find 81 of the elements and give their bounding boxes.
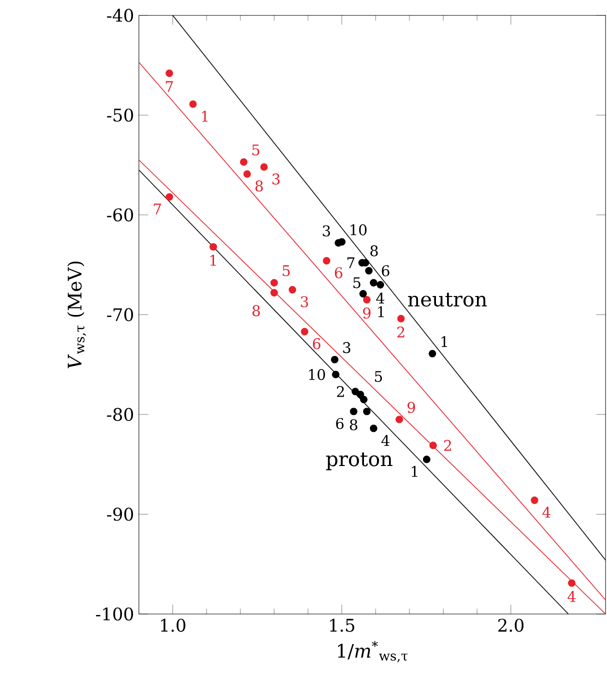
annotation: 1 — [412, 466, 418, 477]
annotation: 3 — [343, 342, 350, 354]
y-tick-label: -90 — [107, 508, 134, 521]
annotation: 3 — [272, 173, 280, 185]
point — [365, 267, 373, 275]
point — [322, 257, 330, 265]
y-tick-label: -40 — [107, 8, 134, 22]
annotation: 6 — [312, 338, 320, 350]
point — [370, 424, 378, 432]
annotation: 4 — [381, 434, 390, 446]
annotation: 2 — [397, 326, 404, 338]
point — [356, 390, 364, 398]
point — [288, 286, 296, 294]
annotation: 1 — [210, 254, 216, 266]
annotation: 1 — [442, 336, 448, 348]
y-axis-title: V$_{ws,τ}$ (MeV) — [67, 262, 86, 368]
point — [568, 579, 576, 587]
annotation: 4 — [376, 292, 384, 304]
annotation: 8 — [370, 245, 378, 256]
annotation: 10 — [309, 369, 326, 380]
x-tick-label: 1.5 — [330, 618, 354, 632]
x-tick-label: 1.0 — [161, 618, 186, 632]
annotation: 4 — [568, 590, 576, 602]
annotation: 1 — [378, 306, 384, 318]
annotation: 9 — [408, 402, 416, 414]
y-tick-label: -70 — [107, 308, 134, 322]
annotation: 3 — [300, 296, 308, 308]
point — [429, 442, 437, 450]
point — [243, 170, 251, 178]
point — [396, 416, 404, 424]
y-tick-label: -50 — [107, 108, 134, 122]
annotation: 4 — [542, 506, 551, 518]
annotation: 6 — [382, 265, 390, 276]
annotation: 2 — [337, 386, 344, 397]
annotation: 5 — [375, 371, 382, 382]
point — [428, 350, 436, 358]
annotation: 5 — [252, 144, 260, 156]
annotation: 3 — [322, 225, 330, 236]
point — [240, 158, 248, 166]
point — [331, 356, 338, 364]
point — [359, 290, 367, 298]
annotation: 10 — [350, 224, 367, 236]
annotation: 6 — [334, 267, 342, 278]
annotation: 5 — [353, 277, 360, 288]
point — [363, 408, 371, 416]
point — [350, 408, 358, 416]
annotation: 5 — [282, 265, 290, 276]
point — [270, 288, 278, 296]
point — [210, 243, 218, 251]
point — [338, 238, 346, 246]
x-tick-label: 2.0 — [498, 618, 524, 632]
annotation: 8 — [252, 305, 260, 316]
y-tick-label: -60 — [107, 208, 134, 222]
point — [166, 69, 174, 77]
point — [397, 314, 405, 322]
point — [530, 496, 538, 504]
annotation: neutron — [408, 292, 487, 307]
annotation: 7 — [166, 81, 173, 92]
point — [422, 456, 430, 464]
annotation: 8 — [255, 180, 263, 192]
annotation: 9 — [363, 308, 371, 319]
x-axis-title: 1/m$^{*}$ws,τ — [338, 640, 408, 662]
point — [360, 396, 368, 404]
point — [189, 100, 197, 108]
y-tick-label: -100 — [96, 607, 134, 621]
point — [166, 193, 174, 201]
annotation: 2 — [444, 440, 452, 451]
annotation: proton — [326, 452, 392, 470]
point — [300, 328, 308, 336]
annotation: 7 — [154, 204, 161, 214]
point — [370, 279, 378, 286]
annotation: 6 — [336, 418, 344, 430]
point — [363, 296, 371, 304]
point — [332, 370, 340, 378]
annotation: 7 — [347, 257, 354, 268]
annotation: 8 — [350, 419, 358, 430]
point — [376, 281, 384, 288]
point — [270, 279, 278, 286]
y-tick-label: -80 — [107, 408, 134, 422]
point — [260, 163, 268, 171]
annotation: 1 — [202, 110, 208, 122]
